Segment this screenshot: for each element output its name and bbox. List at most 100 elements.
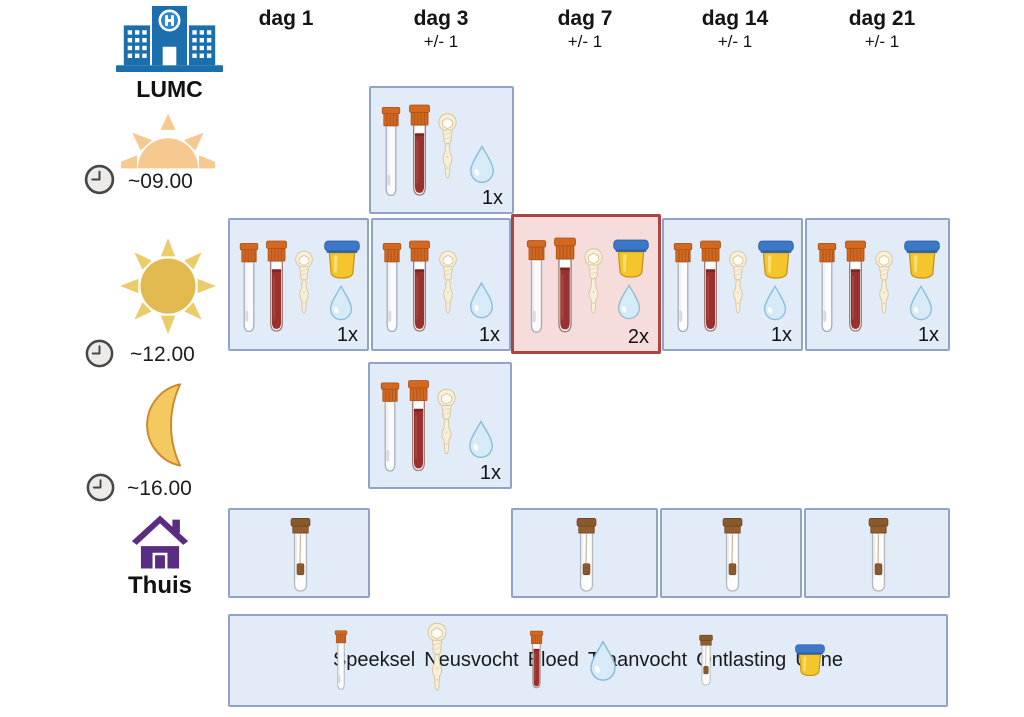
urine-cup-icon bbox=[758, 240, 794, 280]
tear-drop-icon bbox=[762, 284, 788, 322]
sample-box-noon-dag1: 1x bbox=[228, 218, 369, 351]
sunrise-icon bbox=[121, 110, 215, 176]
column-header-dag-3: dag 3 +/- 1 bbox=[371, 7, 511, 52]
saliva-tube-icon bbox=[524, 232, 549, 344]
tear-drop-icon bbox=[588, 640, 618, 682]
tear-drop-icon bbox=[467, 419, 495, 460]
sample-box-home-dag7 bbox=[511, 508, 658, 598]
tear-drop-icon bbox=[328, 284, 354, 322]
stool-container-icon bbox=[718, 516, 747, 596]
tear-drop-icon bbox=[468, 144, 496, 185]
blood-tube-icon bbox=[528, 630, 545, 692]
sample-box-home-dag21 bbox=[804, 508, 950, 598]
column-day-label: dag 1 bbox=[258, 7, 314, 30]
saliva-tube-icon bbox=[333, 629, 349, 693]
legend-label: Neusvocht bbox=[424, 649, 519, 671]
legend: Speeksel Neusvocht Bloed Traanvocht Ontl… bbox=[228, 614, 948, 707]
site-label: LUMC bbox=[136, 76, 203, 102]
stool-container-icon bbox=[696, 634, 716, 688]
column-day-label: dag 14 bbox=[701, 7, 769, 30]
count-label: 2x bbox=[627, 326, 649, 348]
nasal-swab-icon bbox=[436, 233, 460, 339]
legend-item-urine: Urine bbox=[795, 649, 843, 672]
urine-cup-icon bbox=[904, 240, 940, 280]
count-label: 1x bbox=[770, 324, 792, 346]
saliva-tube-icon bbox=[379, 98, 403, 208]
nasal-swab-icon bbox=[435, 98, 460, 202]
count-label: 1x bbox=[917, 324, 939, 346]
column-header-dag-21: dag 21 +/- 1 bbox=[812, 7, 952, 52]
moon-icon bbox=[143, 377, 196, 473]
nasal-swab-icon bbox=[434, 374, 459, 477]
time-label-noon: ~12.00 bbox=[130, 343, 195, 366]
count-label: 1x bbox=[481, 187, 503, 209]
hospital-icon bbox=[116, 4, 223, 74]
nasal-swab-icon bbox=[292, 233, 316, 339]
clock-icon bbox=[85, 472, 116, 503]
urine-cup-icon bbox=[324, 240, 360, 280]
legend-label: Bloed bbox=[527, 649, 579, 671]
clock-icon bbox=[83, 163, 116, 196]
nasal-swab-icon bbox=[726, 233, 750, 339]
tear-drop-icon bbox=[616, 283, 642, 321]
saliva-tube-icon bbox=[671, 233, 695, 345]
column-tolerance-label: +/- 1 bbox=[423, 32, 459, 52]
saliva-tube-icon bbox=[815, 233, 839, 345]
saliva-tube-icon bbox=[237, 233, 261, 345]
sample-box-noon-dag7-highlighted: 2x bbox=[511, 214, 661, 354]
legend-item-speeksel: Speeksel bbox=[333, 649, 415, 672]
blood-tube-icon bbox=[552, 233, 578, 342]
legend-item-ontlasting: Ontlasting bbox=[696, 649, 786, 672]
stool-container-icon bbox=[572, 516, 601, 596]
column-tolerance-label: +/- 1 bbox=[717, 32, 753, 52]
legend-row: Speeksel Neusvocht Bloed Traanvocht Ontl… bbox=[230, 616, 946, 705]
urine-cup-icon bbox=[613, 239, 649, 279]
saliva-tube-icon bbox=[378, 374, 402, 483]
legend-item-neusvocht: Neusvocht bbox=[424, 649, 519, 672]
column-header-dag-14: dag 14 +/- 1 bbox=[665, 7, 805, 52]
sample-box-noon-dag21: 1x bbox=[805, 218, 950, 351]
column-tolerance-label: +/- 1 bbox=[567, 32, 603, 52]
column-day-label: dag 3 bbox=[413, 7, 469, 30]
legend-item-bloed: Bloed bbox=[528, 649, 579, 672]
urine-cup-icon bbox=[795, 644, 825, 677]
saliva-tube-icon bbox=[380, 233, 404, 345]
sun-icon bbox=[117, 230, 219, 342]
sample-box-noon-dag3: 1x bbox=[371, 218, 511, 351]
stool-container-icon bbox=[286, 516, 315, 596]
time-label-afternoon: ~16.00 bbox=[127, 477, 192, 500]
time-label-morning: ~09.00 bbox=[128, 170, 193, 193]
column-day-label: dag 21 bbox=[848, 7, 916, 30]
sample-box-home-dag1 bbox=[228, 508, 370, 598]
column-header-dag-1: dag 1 bbox=[216, 7, 356, 32]
legend-label: Ontlasting bbox=[696, 649, 787, 671]
blood-tube-icon bbox=[407, 234, 432, 343]
blood-tube-icon bbox=[406, 375, 431, 481]
nasal-swab-icon bbox=[872, 233, 896, 339]
stool-container-icon bbox=[864, 516, 893, 596]
sample-box-afternoon-dag3: 1x bbox=[368, 362, 512, 489]
nasal-swab-icon bbox=[581, 232, 606, 338]
nasal-swab-icon bbox=[424, 622, 450, 700]
blood-tube-icon bbox=[264, 234, 289, 343]
sample-box-morning-dag3: 1x bbox=[369, 86, 514, 214]
blood-tube-icon bbox=[698, 234, 723, 343]
count-label: 1x bbox=[478, 324, 500, 346]
count-label: 1x bbox=[479, 462, 501, 484]
blood-tube-icon bbox=[407, 99, 432, 206]
home-label: Thuis bbox=[128, 572, 192, 599]
legend-item-traanvocht: Traanvocht bbox=[588, 649, 687, 672]
column-tolerance-label: +/- 1 bbox=[864, 32, 900, 52]
column-header-dag-7: dag 7 +/- 1 bbox=[515, 7, 655, 52]
legend-label: Speeksel bbox=[332, 649, 416, 671]
count-label: 1x bbox=[336, 324, 358, 346]
tear-drop-icon bbox=[468, 280, 495, 321]
clock-icon bbox=[84, 338, 115, 369]
column-day-label: dag 7 bbox=[557, 7, 613, 30]
sample-box-noon-dag14: 1x bbox=[662, 218, 803, 351]
sample-box-home-dag14 bbox=[660, 508, 802, 598]
blood-tube-icon bbox=[843, 234, 868, 343]
tear-drop-icon bbox=[908, 284, 934, 322]
house-icon bbox=[131, 512, 189, 572]
